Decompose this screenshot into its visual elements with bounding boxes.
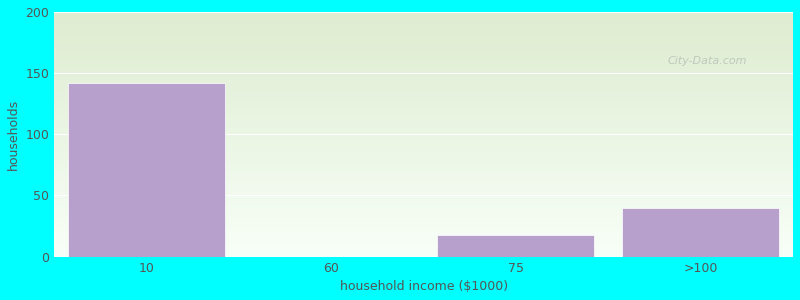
Bar [622,208,779,256]
Text: City-Data.com: City-Data.com [667,56,747,66]
X-axis label: household income ($1000): household income ($1000) [339,280,508,293]
Bar [438,235,594,256]
Bar [68,83,225,256]
Y-axis label: households: households [7,99,20,170]
